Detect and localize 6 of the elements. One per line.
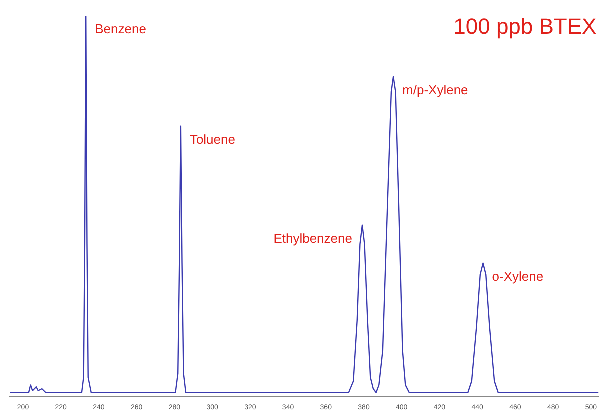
annotation: Benzene — [95, 22, 146, 37]
annotation: Ethylbenzene — [274, 230, 352, 246]
chart-title: 100 ppb BTEX — [454, 14, 598, 40]
annotation: o-Xylene — [492, 268, 544, 284]
annotation: Toluene — [190, 132, 236, 147]
annotation: m/p-Xylene — [402, 82, 468, 98]
